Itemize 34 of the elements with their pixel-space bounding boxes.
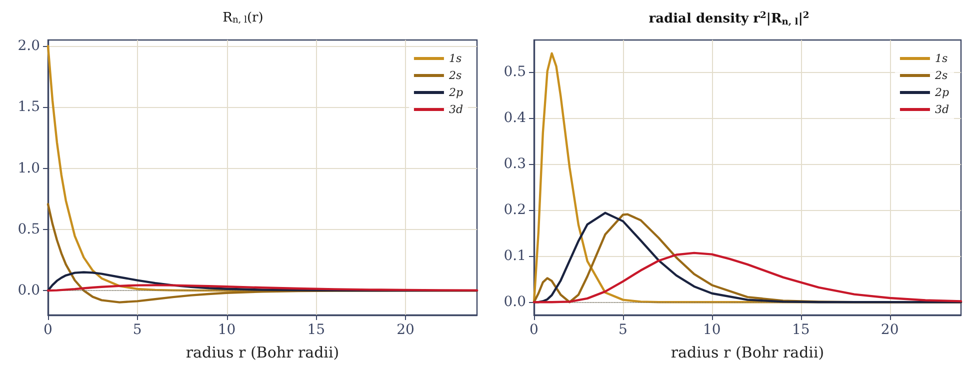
y-tick-label: 1.5 [18, 99, 40, 116]
y-tick-label: 0.1 [504, 248, 526, 264]
y-tick-label: 0.3 [504, 156, 526, 172]
x-tick-label: 10 [703, 322, 721, 338]
x-tick-label: 15 [307, 322, 326, 338]
x-axis-title: radius r (Bohr radii) [186, 344, 340, 362]
legend-label: 3d [448, 103, 464, 116]
y-tick-label: 0.5 [504, 64, 526, 80]
x-tick-label: 0 [44, 322, 52, 338]
x-tick-label: 15 [792, 322, 810, 338]
legend-label: 3d [934, 103, 950, 116]
legend-label: 2p [934, 86, 950, 99]
y-tick-label: 0.0 [18, 282, 40, 299]
y-tick-label: 0.5 [18, 221, 40, 238]
legend-label: 2s [934, 69, 948, 82]
x-tick-label: 0 [530, 322, 538, 338]
x-tick-label: 20 [880, 322, 899, 338]
y-tick-label: 1.0 [18, 160, 40, 176]
x-tick-label: 20 [396, 322, 414, 338]
legend-label: 2p [448, 86, 464, 99]
y-tick-label: 2.0 [18, 38, 40, 54]
line-series [46, 271, 478, 292]
line-series [532, 252, 962, 304]
legend-label: 2s [448, 69, 462, 82]
y-tick-label: 0.2 [504, 202, 526, 218]
x-tick-label: 10 [218, 322, 236, 338]
chart-title: Rn, l(r) [222, 10, 264, 26]
y-tick-label: 0.4 [504, 110, 526, 126]
x-axis-title: radius r (Bohr radii) [670, 344, 824, 362]
x-tick-label: 5 [132, 322, 142, 338]
x-tick-label: 5 [618, 322, 628, 338]
y-tick-label: 0.0 [504, 294, 526, 310]
legend-label: 1s [934, 52, 948, 65]
legend-label: 1s [448, 52, 462, 65]
